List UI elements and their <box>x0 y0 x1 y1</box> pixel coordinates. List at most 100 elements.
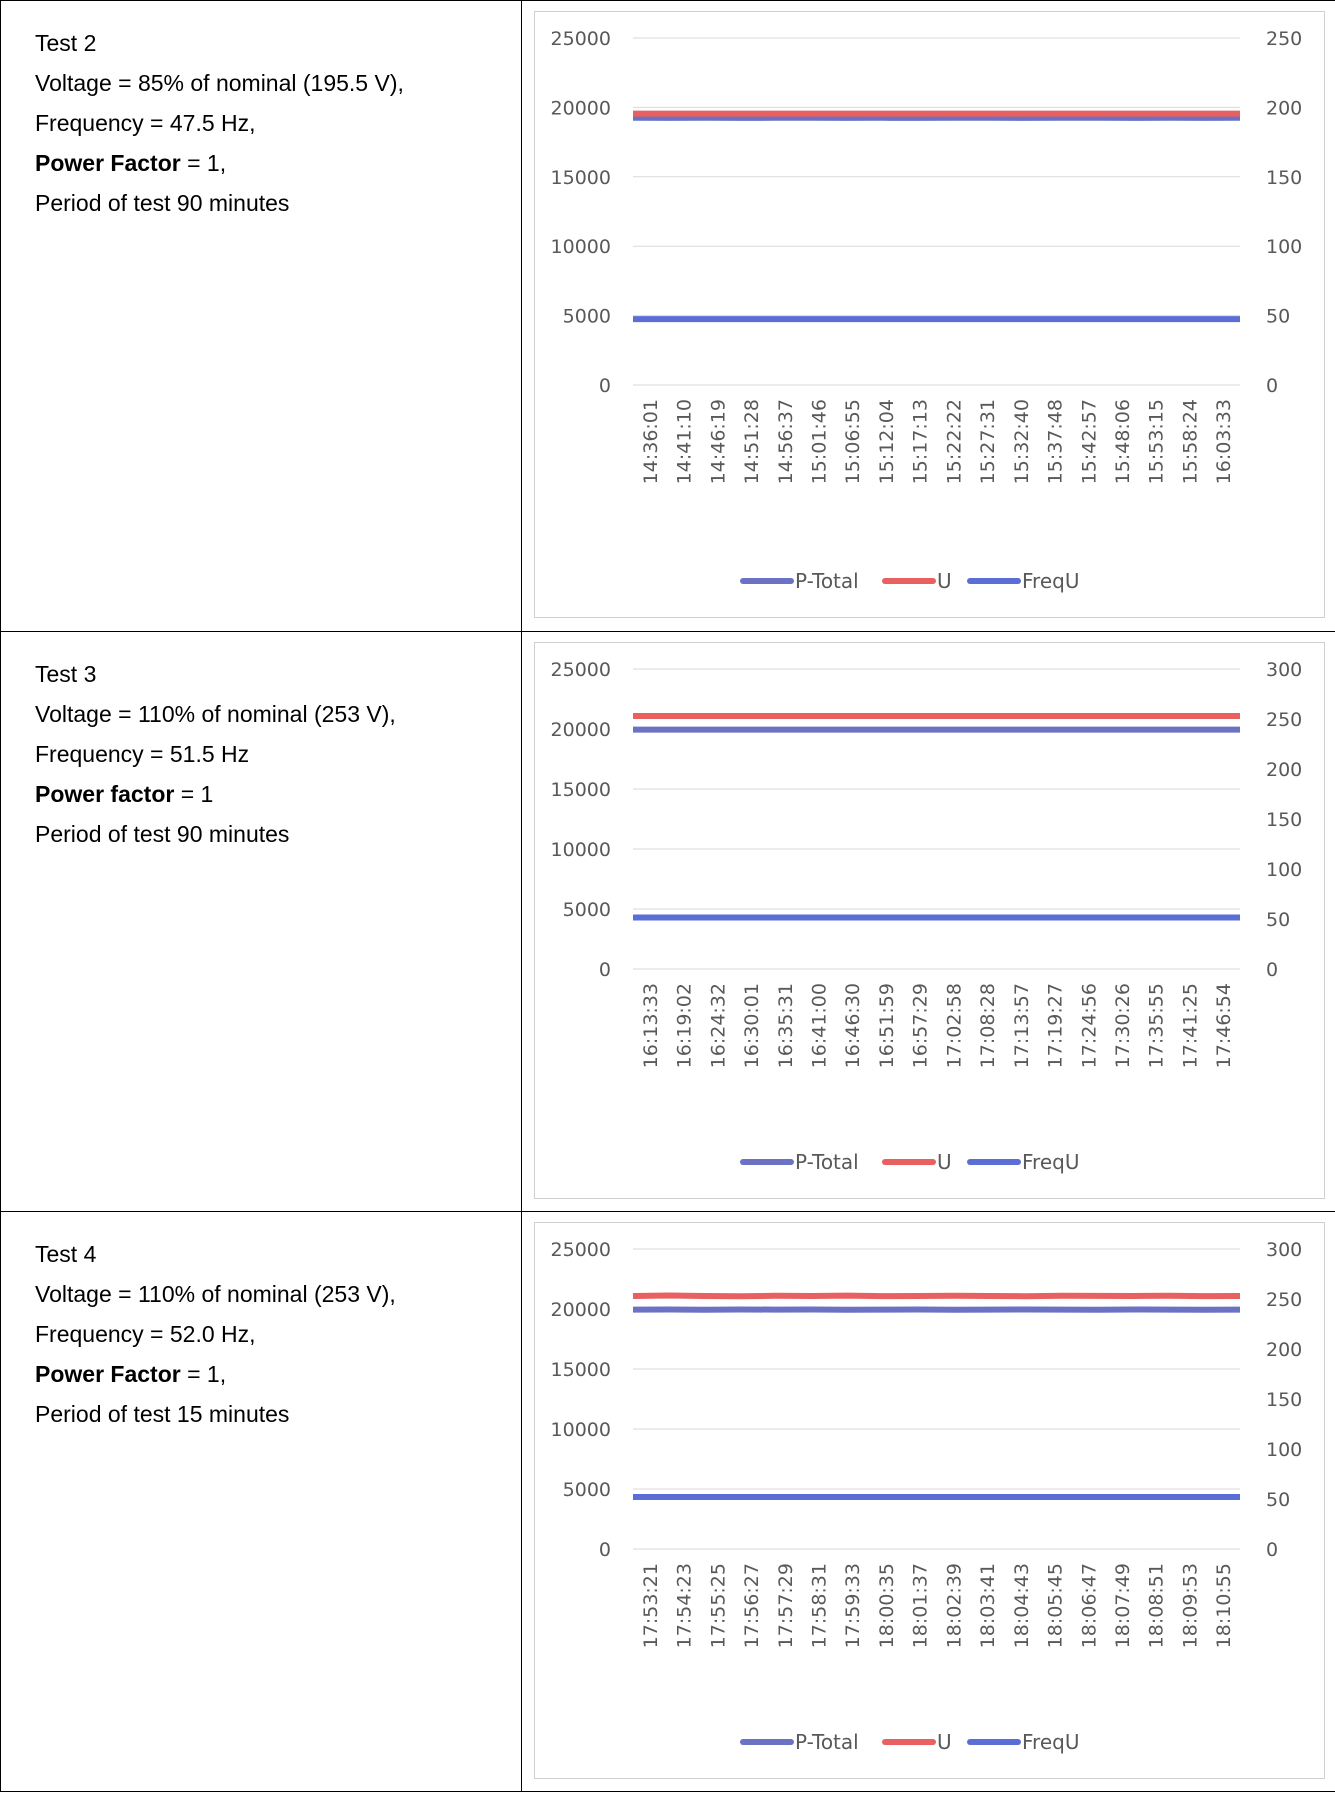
x-tick-label: 16:57:29 <box>910 983 932 1068</box>
x-tick-label: 15:01:46 <box>808 399 830 484</box>
legend-label: FreqU <box>1022 1730 1079 1754</box>
x-tick-label: 18:08:51 <box>1146 1563 1168 1648</box>
test-description-cell: Test 3 Voltage = 110% of nominal (253 V)… <box>0 631 522 1212</box>
legend-label: U <box>937 1150 952 1174</box>
test-power-factor: Power Factor = 1, <box>35 143 487 183</box>
x-tick-label: 15:37:48 <box>1045 399 1067 484</box>
y2-tick-label: 50 <box>1266 1489 1290 1511</box>
legend-label: P-Total <box>795 1150 859 1174</box>
x-tick-label: 15:06:55 <box>842 399 864 484</box>
x-tick-label: 18:10:55 <box>1213 1563 1235 1648</box>
y-tick-label: 25000 <box>551 28 611 50</box>
test-period: Period of test 90 minutes <box>35 190 290 216</box>
y-tick-label: 5000 <box>563 1479 611 1501</box>
x-tick-label: 16:51:59 <box>876 983 898 1068</box>
x-tick-label: 17:41:25 <box>1179 983 1201 1068</box>
x-tick-label: 17:08:28 <box>977 983 999 1068</box>
x-tick-label: 17:59:33 <box>842 1563 864 1648</box>
test-title: Test 4 <box>35 1241 97 1267</box>
y2-tick-label: 100 <box>1266 236 1302 258</box>
x-tick-label: 17:56:27 <box>741 1563 763 1648</box>
x-tick-label: 15:17:13 <box>910 399 932 484</box>
y2-tick-label: 250 <box>1266 1289 1302 1311</box>
x-tick-label: 16:13:33 <box>640 983 662 1068</box>
y2-tick-label: 0 <box>1266 1539 1278 1561</box>
chart-frame: 0 5000 10000 15000 20000 25000 0 50 100 150 200 250… <box>534 11 1325 618</box>
test-frequency: Frequency = 52.0 Hz, <box>35 1321 256 1347</box>
y2-tick-label: 50 <box>1266 909 1290 931</box>
legend-label: FreqU <box>1022 569 1079 593</box>
x-tick-label: 15:27:31 <box>977 399 999 484</box>
x-tick-label: 17:58:31 <box>808 1563 830 1648</box>
y-tick-label: 0 <box>599 1539 611 1561</box>
chart-frame: 0 5000 10000 15000 20000 25000 0 50 100 150 200 250… <box>534 642 1325 1199</box>
test-voltage: Voltage = 85% of nominal (195.5 V), <box>35 70 404 96</box>
y2-tick-label: 0 <box>1266 959 1278 981</box>
chart-test-3: 0 5000 10000 15000 20000 25000 0 50 100 150 200 250… <box>551 659 1303 1174</box>
legend-label: U <box>937 1730 952 1754</box>
x-tick-label: 18:03:41 <box>977 1563 999 1648</box>
x-tick-label: 16:41:00 <box>808 983 830 1068</box>
test-title: Test 3 <box>35 661 97 687</box>
x-tick-label: 17:35:55 <box>1146 983 1168 1068</box>
x-tick-label: 15:32:40 <box>1011 399 1033 484</box>
x-tick-label: 14:46:19 <box>707 399 729 484</box>
x-tick-label: 17:53:21 <box>640 1563 662 1648</box>
x-tick-label: 18:07:49 <box>1112 1563 1134 1648</box>
x-tick-label: 18:04:43 <box>1011 1563 1033 1648</box>
x-tick-label: 18:01:37 <box>910 1563 932 1648</box>
x-tick-label: 18:02:39 <box>943 1563 965 1648</box>
x-tick-label: 15:48:06 <box>1112 399 1134 484</box>
x-tick-label: 18:06:47 <box>1078 1563 1100 1648</box>
x-tick-label: 16:35:31 <box>775 983 797 1068</box>
x-tick-label: 17:57:29 <box>775 1563 797 1648</box>
y-tick-label: 5000 <box>563 899 611 921</box>
y-tick-label: 10000 <box>551 236 611 258</box>
y2-tick-label: 250 <box>1266 709 1302 731</box>
y2-tick-label: 0 <box>1266 375 1278 397</box>
test-row: Test 4 Voltage = 110% of nominal (253 V)… <box>0 1211 1335 1792</box>
power-factor-label: Power factor <box>35 781 175 807</box>
y-tick-label: 20000 <box>551 97 611 119</box>
y-tick-label: 25000 <box>551 1239 611 1261</box>
legend-label: U <box>937 569 952 593</box>
test-frequency: Frequency = 47.5 Hz, <box>35 110 256 136</box>
test-description-cell: Test 4 Voltage = 110% of nominal (253 V)… <box>0 1211 522 1792</box>
x-tick-label: 15:22:22 <box>943 399 965 484</box>
x-tick-label: 15:53:15 <box>1146 399 1168 484</box>
test-power-factor: Power factor = 1 <box>35 774 487 814</box>
y2-tick-label: 200 <box>1266 1339 1302 1361</box>
chart-frame: 0 5000 10000 15000 20000 25000 0 50 100 150 200 250… <box>534 1222 1325 1779</box>
y2-tick-label: 100 <box>1266 859 1302 881</box>
x-tick-label: 15:58:24 <box>1179 399 1201 484</box>
y-tick-label: 20000 <box>551 719 611 741</box>
y2-tick-label: 200 <box>1266 97 1302 119</box>
x-tick-label: 16:30:01 <box>741 983 763 1068</box>
test-power-factor: Power Factor = 1, <box>35 1354 487 1394</box>
y-tick-label: 25000 <box>551 659 611 681</box>
x-tick-label: 16:24:32 <box>707 983 729 1068</box>
y2-tick-label: 200 <box>1266 759 1302 781</box>
x-tick-label: 17:55:25 <box>707 1563 729 1648</box>
x-tick-label: 16:03:33 <box>1213 399 1235 484</box>
y-tick-label: 10000 <box>551 839 611 861</box>
y2-tick-label: 150 <box>1266 1389 1302 1411</box>
test-description-cell: Test 2 Voltage = 85% of nominal (195.5 V… <box>0 0 522 632</box>
x-tick-label: 18:09:53 <box>1179 1563 1201 1648</box>
legend-label: P-Total <box>795 569 859 593</box>
x-tick-label: 16:19:02 <box>674 983 696 1068</box>
y2-tick-label: 300 <box>1266 659 1302 681</box>
power-factor-label: Power Factor <box>35 150 181 176</box>
series-line-u <box>632 1292 1241 1300</box>
y-tick-label: 15000 <box>551 1359 611 1381</box>
power-factor-value: = 1, <box>180 150 227 176</box>
chart-test-2: 0 5000 10000 15000 20000 25000 0 50 100 150 200 250… <box>551 28 1303 593</box>
y2-tick-label: 250 <box>1266 28 1302 50</box>
chart-test-4: 0 5000 10000 15000 20000 25000 0 50 100 150 200 250… <box>551 1239 1303 1754</box>
x-tick-label: 17:24:56 <box>1078 983 1100 1068</box>
test-voltage: Voltage = 110% of nominal (253 V), <box>35 1281 396 1307</box>
x-tick-label: 17:54:23 <box>674 1563 696 1648</box>
chart-cell: 0 5000 10000 15000 20000 25000 0 50 100 150 200 250… <box>521 631 1335 1212</box>
x-tick-label: 17:02:58 <box>943 983 965 1068</box>
